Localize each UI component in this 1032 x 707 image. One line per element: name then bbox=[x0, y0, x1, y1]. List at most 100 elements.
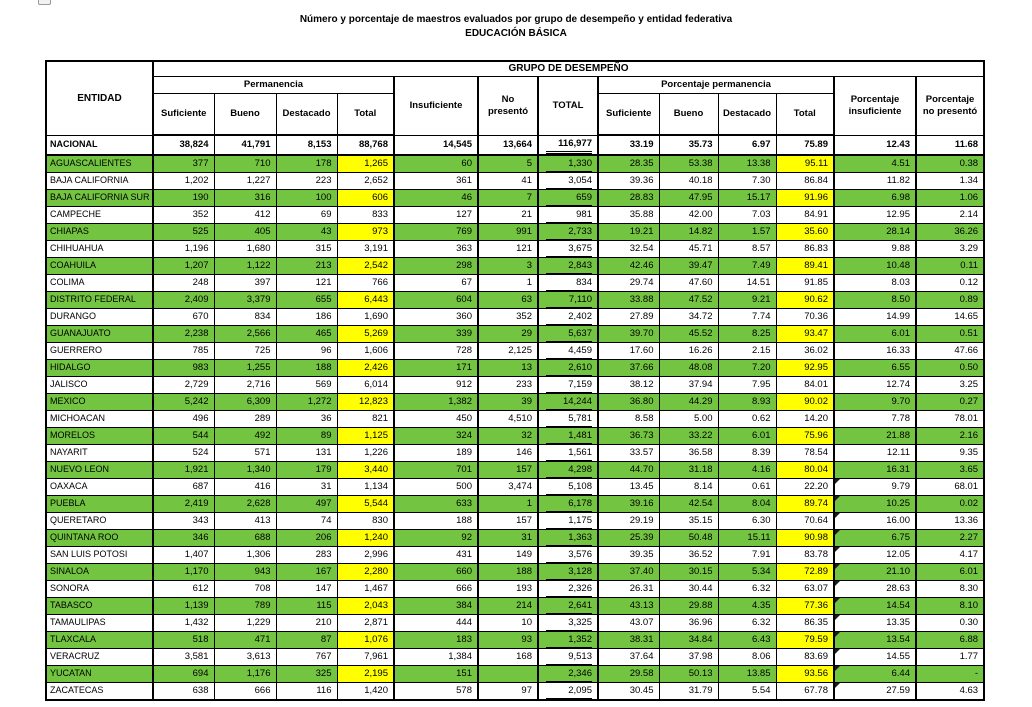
value-cell: 40.18 bbox=[658, 171, 719, 190]
total-value: 4,459 bbox=[546, 343, 592, 358]
value-cell: 0.61 bbox=[717, 477, 777, 496]
value-cell: 86.35 bbox=[775, 613, 835, 632]
value-cell: - bbox=[914, 664, 985, 683]
value-cell: 151 bbox=[393, 664, 479, 683]
value-cell: 324 bbox=[393, 426, 479, 445]
value-cell: 518 bbox=[152, 630, 215, 649]
value-cell: 912 bbox=[393, 375, 479, 394]
value-cell: 206 bbox=[275, 528, 338, 547]
value-cell: 157 bbox=[477, 511, 539, 530]
entity-cell: BAJA CALIFORNIA SUR bbox=[45, 188, 154, 207]
table-row: YUCATAN 694 1,176 325 2,195 151 2,346 29.58 50.1… bbox=[45, 664, 985, 683]
entity-cell: BAJA CALIFORNIA bbox=[45, 171, 154, 190]
value-cell: 70.64 bbox=[775, 511, 835, 530]
value-cell: 708 bbox=[213, 579, 277, 598]
value-cell: 298 bbox=[393, 256, 479, 275]
value-cell: 346 bbox=[152, 528, 215, 547]
value-cell: 35.15 bbox=[658, 511, 719, 530]
value-cell: 2,195 bbox=[336, 664, 395, 683]
table-row: MEXICO 5,242 6,309 1,272 12,823 1,382 39 14,244… bbox=[45, 392, 985, 411]
entity-cell: ZACATECAS bbox=[45, 681, 154, 700]
value-cell: 8.06 bbox=[717, 647, 777, 666]
value-cell: 86.83 bbox=[775, 239, 835, 258]
value-cell: 12.05 bbox=[833, 545, 917, 564]
value-cell: 27.59 bbox=[833, 681, 917, 700]
value-cell: 1,340 bbox=[213, 460, 277, 479]
value-cell: 149 bbox=[477, 545, 539, 564]
value-cell: 8.58 bbox=[597, 409, 660, 428]
total-value: 981 bbox=[546, 207, 592, 222]
value-cell: 193 bbox=[477, 579, 539, 598]
value-cell: 2,125 bbox=[477, 341, 539, 360]
entity-cell: MICHOACAN bbox=[45, 409, 154, 428]
value-cell: 983 bbox=[152, 358, 215, 377]
value-cell: 14.55 bbox=[833, 647, 917, 666]
value-cell: 14.20 bbox=[775, 409, 835, 428]
total-value: 2,402 bbox=[546, 309, 592, 324]
value-cell: 93.47 bbox=[775, 324, 835, 343]
table-row: SINALOA 1,170 943 167 2,280 660 188 3,128 37.40 3… bbox=[45, 562, 985, 581]
value-cell: 1,420 bbox=[336, 681, 395, 700]
value-cell: 6.43 bbox=[717, 630, 777, 649]
value-cell: 89.74 bbox=[775, 494, 835, 513]
value-cell: 1,432 bbox=[152, 613, 215, 632]
entity-cell: OAXACA bbox=[45, 477, 154, 496]
value-cell: 93.56 bbox=[775, 664, 835, 683]
value-cell: 497 bbox=[275, 494, 338, 513]
value-cell: 233 bbox=[477, 375, 539, 394]
value-cell: 444 bbox=[393, 613, 479, 632]
value-cell: 190 bbox=[152, 188, 215, 207]
value-cell: 93 bbox=[477, 630, 539, 649]
title-block: Número y porcentaje de maestros evaluado… bbox=[0, 13, 1032, 40]
header-bueno: Bueno bbox=[213, 92, 277, 136]
value-cell: 188 bbox=[275, 358, 338, 377]
page-subtitle: EDUCACIÓN BÁSICA bbox=[465, 27, 567, 39]
value-cell: 612 bbox=[152, 579, 215, 598]
total-value: 3,128 bbox=[546, 564, 592, 579]
value-cell: 7.91 bbox=[717, 545, 777, 564]
value-cell: 2,729 bbox=[152, 375, 215, 394]
value-cell: 1,606 bbox=[336, 341, 395, 360]
value-cell: 16.31 bbox=[833, 460, 917, 479]
value-cell: 766 bbox=[336, 273, 395, 292]
value-cell: 316 bbox=[213, 188, 277, 207]
entity-cell: YUCATAN bbox=[45, 664, 154, 683]
value-cell: 188 bbox=[477, 562, 539, 581]
value-cell: 28.14 bbox=[833, 222, 917, 241]
value-cell: 38,824 bbox=[152, 134, 215, 156]
value-cell: 3,440 bbox=[336, 460, 395, 479]
value-cell: 496 bbox=[152, 409, 215, 428]
header-porcentaje-insuficiente: Porcentaje insuficiente bbox=[833, 75, 917, 136]
value-cell: 43.13 bbox=[597, 596, 660, 615]
value-cell: 655 bbox=[275, 290, 338, 309]
value-cell: 363 bbox=[393, 239, 479, 258]
value-cell: 1,207 bbox=[152, 256, 215, 275]
entity-cell: COLIMA bbox=[45, 273, 154, 292]
value-cell: 89.41 bbox=[775, 256, 835, 275]
value-cell: 36.52 bbox=[658, 545, 719, 564]
value-cell: 2,733 bbox=[537, 222, 599, 241]
value-cell: 785 bbox=[152, 341, 215, 360]
value-cell: 6.98 bbox=[833, 188, 917, 207]
value-cell: 90.02 bbox=[775, 392, 835, 411]
value-cell: 167 bbox=[275, 562, 338, 581]
value-cell: 13 bbox=[477, 358, 539, 377]
header-suficiente: Suficiente bbox=[152, 92, 215, 136]
value-cell: 13.85 bbox=[717, 664, 777, 683]
table-header: ENTIDAD GRUPO DE DESEMPEÑO Permanencia I… bbox=[45, 60, 985, 136]
entity-cell: TAMAULIPAS bbox=[45, 613, 154, 632]
value-cell: 7.20 bbox=[717, 358, 777, 377]
value-cell: 1,139 bbox=[152, 596, 215, 615]
value-cell: 701 bbox=[393, 460, 479, 479]
table-row: MORELOS 544 492 89 1,125 324 32 1,481 36.73 33.22… bbox=[45, 426, 985, 445]
value-cell: 1,227 bbox=[213, 171, 277, 190]
value-cell: 33.19 bbox=[597, 134, 660, 156]
value-cell: 687 bbox=[152, 477, 215, 496]
clipped-image-icon bbox=[38, 0, 51, 5]
entity-cell: SONORA bbox=[45, 579, 154, 598]
value-cell: 5.34 bbox=[717, 562, 777, 581]
value-cell: 1,363 bbox=[537, 528, 599, 547]
value-cell: 1.06 bbox=[914, 188, 985, 207]
value-cell: 21 bbox=[477, 205, 539, 224]
value-cell: 1.57 bbox=[717, 222, 777, 241]
